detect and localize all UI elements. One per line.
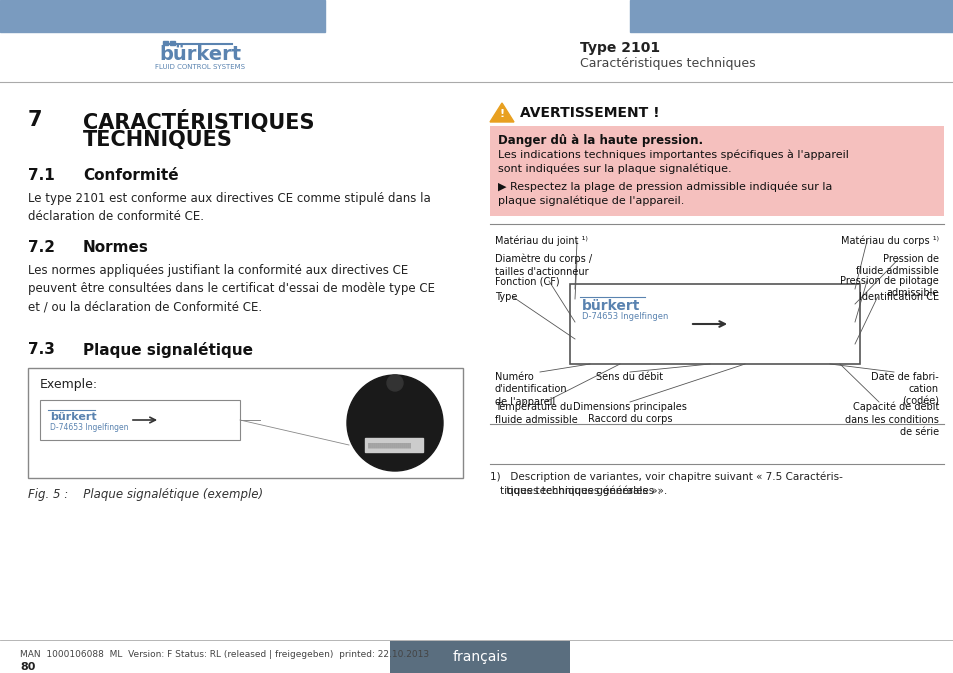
Text: Pression de
fluide admissible: Pression de fluide admissible <box>856 254 938 277</box>
Text: !: ! <box>499 109 504 119</box>
Text: ||||||||||||||||||||||: |||||||||||||||||||||| <box>367 442 411 448</box>
Text: bürkert: bürkert <box>581 299 639 313</box>
Bar <box>0 0 325 32</box>
Bar <box>28 368 462 478</box>
Text: Température du
fluide admissible: Température du fluide admissible <box>495 402 578 425</box>
Text: Exemple:: Exemple: <box>40 378 98 391</box>
Text: Dimensions principales
Raccord du corps: Dimensions principales Raccord du corps <box>573 402 686 425</box>
Text: 1)   Description de variantes, voir chapitre suivant « 7.5 Caractéris-
     tiqu: 1) Description de variantes, voir chapit… <box>490 472 842 497</box>
Text: français: français <box>452 650 507 664</box>
Text: FLUID CONTROL SYSTEMS: FLUID CONTROL SYSTEMS <box>154 64 245 70</box>
Text: Le type 2101 est conforme aux directives CE comme stipulé dans la
déclaration de: Le type 2101 est conforme aux directives… <box>28 192 431 223</box>
Text: Normes: Normes <box>83 240 149 255</box>
Bar <box>629 0 953 32</box>
Text: 7: 7 <box>28 110 43 130</box>
Text: Sens du débit: Sens du débit <box>596 372 663 382</box>
Text: 7.2: 7.2 <box>28 240 55 255</box>
Text: Capacité de débit
dans les conditions
de série: Capacité de débit dans les conditions de… <box>844 402 938 437</box>
Bar <box>390 641 569 673</box>
Text: AVERTISSEMENT !: AVERTISSEMENT ! <box>519 106 659 120</box>
Text: Identification CE: Identification CE <box>858 292 938 302</box>
Text: Les indications techniques importantes spécifiques à l'appareil
sont indiquées s: Les indications techniques importantes s… <box>497 150 848 174</box>
Text: CARACTÉRISTIQUES: CARACTÉRISTIQUES <box>83 110 314 133</box>
Text: bürkert: bürkert <box>50 412 96 422</box>
Bar <box>569 284 859 364</box>
Text: Type: Type <box>495 292 517 302</box>
Text: Caractéristiques techniques: Caractéristiques techniques <box>579 57 755 69</box>
Text: ▶ Respectez la plage de pression admissible indiquée sur la
plaque signalétique : ▶ Respectez la plage de pression admissi… <box>497 182 832 207</box>
Text: Date de fabri-
cation
(codée): Date de fabri- cation (codée) <box>870 372 938 406</box>
Text: 7.3: 7.3 <box>28 342 55 357</box>
Text: Fig. 5 :    Plaque signalétique (exemple): Fig. 5 : Plaque signalétique (exemple) <box>28 488 263 501</box>
Text: TECHNIQUES: TECHNIQUES <box>83 130 233 150</box>
Text: Conformité: Conformité <box>83 168 178 183</box>
Text: D-74653 Ingelfingen: D-74653 Ingelfingen <box>581 312 668 321</box>
Polygon shape <box>490 103 514 122</box>
Circle shape <box>387 375 402 391</box>
Text: 80: 80 <box>20 662 35 672</box>
Text: bürkert: bürkert <box>159 46 241 65</box>
Text: 7.1: 7.1 <box>28 168 54 183</box>
Text: Numéro
d'identification
de l'appareil: Numéro d'identification de l'appareil <box>495 372 567 406</box>
Text: Danger dû à la haute pression.: Danger dû à la haute pression. <box>497 134 702 147</box>
Text: D-74653 Ingelfingen: D-74653 Ingelfingen <box>50 423 129 432</box>
Text: Diamètre du corps /
tailles d'actionneur: Diamètre du corps / tailles d'actionneur <box>495 254 592 277</box>
Bar <box>365 438 422 452</box>
Text: MAN  1000106088  ML  Version: F Status: RL (released | freigegeben)  printed: 22: MAN 1000106088 ML Version: F Status: RL … <box>20 650 429 659</box>
Text: Fonction (CF): Fonction (CF) <box>495 276 559 286</box>
Bar <box>163 41 168 45</box>
Text: Type 2101: Type 2101 <box>579 41 659 55</box>
Circle shape <box>347 375 442 471</box>
Bar <box>40 400 240 440</box>
Text: Les normes appliquées justifiant la conformité aux directives CE
peuvent être co: Les normes appliquées justifiant la conf… <box>28 264 435 313</box>
Text: tiques techniques générales ».: tiques techniques générales ». <box>499 486 660 497</box>
Bar <box>170 41 174 45</box>
Text: Matériau du joint ¹⁾: Matériau du joint ¹⁾ <box>495 236 587 246</box>
Bar <box>490 126 943 216</box>
Text: Pression de pilotage
admissible: Pression de pilotage admissible <box>840 276 938 298</box>
Text: Plaque signalétique: Plaque signalétique <box>83 342 253 358</box>
Text: Matériau du corps ¹⁾: Matériau du corps ¹⁾ <box>841 236 938 246</box>
